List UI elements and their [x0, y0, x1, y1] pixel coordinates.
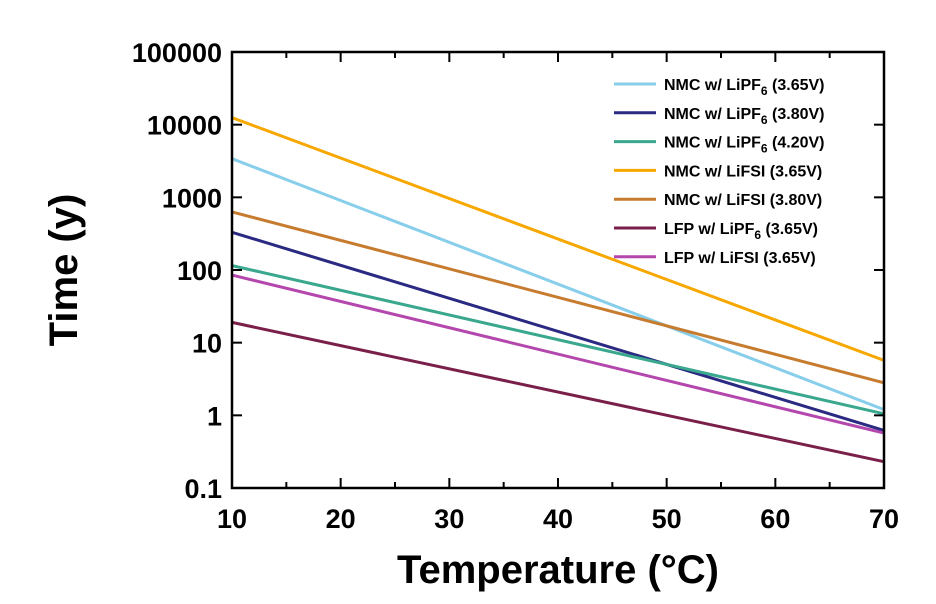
- y-tick-label: 100000: [132, 38, 222, 68]
- legend-label-4: NMC w/ LiFSI (3.65V): [664, 163, 822, 180]
- plot-lines: [231, 116, 885, 464]
- legend-label-5: NMC w/ LiFSI (3.80V): [664, 192, 822, 209]
- series-line-6: [231, 320, 885, 464]
- axis-ticks: [231, 51, 885, 489]
- y-axis-title: Time (y): [42, 194, 86, 347]
- x-axis-title: Temperature (°C): [397, 548, 719, 592]
- series-line-1: [231, 157, 885, 411]
- y-tick-label: 1: [207, 401, 222, 431]
- legend-label-2: NMC w/ LiPF6 (3.80V): [664, 106, 825, 127]
- legend: NMC w/ LiPF6 (3.65V) NMC w/ LiPF6 (3.80V)…: [614, 77, 825, 267]
- x-tick-label: 60: [760, 504, 790, 534]
- x-tick-label: 10: [217, 504, 247, 534]
- x-tick-label: 20: [326, 504, 356, 534]
- x-tick-label: 70: [869, 504, 899, 534]
- series-line-5: [231, 210, 885, 385]
- x-tick-labels: 10 20 30 40 50 60 70: [217, 504, 899, 534]
- y-tick-label: 0.1: [184, 474, 222, 504]
- x-tick-label: 50: [652, 504, 682, 534]
- y-tick-label: 1000: [162, 183, 222, 213]
- x-tick-label: 40: [543, 504, 573, 534]
- series-line-4: [231, 116, 885, 362]
- series-line-2: [231, 230, 885, 432]
- legend-label-1: NMC w/ LiPF6 (3.65V): [664, 77, 825, 98]
- legend-label-6: LFP w/ LiPF6 (3.65V): [664, 221, 818, 242]
- x-tick-label: 30: [434, 504, 464, 534]
- y-tick-label: 10: [192, 329, 222, 359]
- y-tick-label: 10000: [147, 111, 222, 141]
- legend-label-7: LFP w/ LiFSI (3.65V): [664, 250, 816, 267]
- series-line-3: [231, 264, 885, 416]
- series-line-7: [231, 273, 885, 435]
- y-tick-labels: 0.1 1 10 100 1000 10000 100000: [132, 38, 222, 504]
- y-tick-label: 100: [177, 256, 222, 286]
- legend-label-3: NMC w/ LiPF6 (4.20V): [664, 135, 825, 156]
